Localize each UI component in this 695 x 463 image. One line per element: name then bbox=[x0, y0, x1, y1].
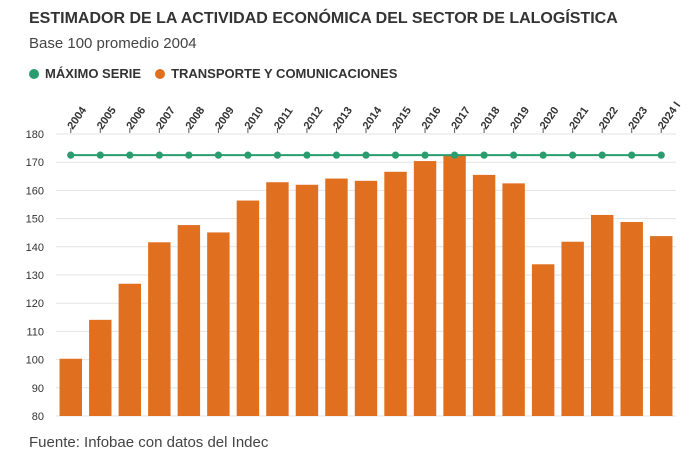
chart-title: ESTIMADOR DE LA ACTIVIDAD ECONÓMICA DEL … bbox=[29, 10, 618, 27]
bar bbox=[413, 161, 437, 416]
x-tick-label: 2023 bbox=[626, 105, 650, 132]
bar bbox=[59, 358, 82, 416]
max-series-point bbox=[657, 151, 665, 159]
x-tick-label: 2014 bbox=[361, 104, 385, 132]
bar bbox=[118, 283, 142, 416]
x-tick-label: 2022 bbox=[597, 105, 621, 132]
max-series-point bbox=[185, 151, 193, 159]
y-tick-label: 80 bbox=[32, 411, 44, 423]
bar bbox=[325, 178, 348, 416]
max-series-point bbox=[480, 151, 488, 159]
max-series-point bbox=[96, 151, 104, 159]
max-series-point bbox=[391, 151, 400, 159]
max-series-point bbox=[362, 151, 370, 159]
y-tick-label: 100 bbox=[26, 355, 44, 367]
y-tick-label: 140 bbox=[26, 242, 44, 254]
bar bbox=[650, 236, 673, 416]
max-series-point bbox=[126, 151, 134, 159]
x-tick-label: 2017 bbox=[449, 105, 473, 132]
x-tick-label: 2008 bbox=[183, 105, 207, 132]
max-series-point bbox=[214, 151, 222, 159]
max-series-point bbox=[450, 151, 459, 159]
x-tick-label: 2009 bbox=[213, 105, 237, 132]
x-tick-label: 2021 bbox=[567, 105, 591, 132]
max-series-point bbox=[421, 151, 429, 159]
x-tick-label: 2013 bbox=[331, 105, 355, 132]
y-tick-label: 180 bbox=[26, 129, 44, 141]
max-series-point bbox=[332, 151, 341, 159]
x-tick-label: 2020 bbox=[538, 105, 562, 132]
bar bbox=[236, 200, 260, 416]
legend-dot-icon bbox=[155, 68, 166, 79]
x-tick-label: 2010 bbox=[243, 105, 267, 132]
y-tick-label: 110 bbox=[26, 326, 44, 338]
x-tick-label: 2019 bbox=[508, 105, 532, 132]
legend-item-max: MÁXIMO SERIE bbox=[29, 66, 141, 81]
x-tick-label: 2018 bbox=[479, 105, 503, 132]
max-series-point bbox=[67, 151, 75, 159]
legend-label-max: MÁXIMO SERIE bbox=[45, 66, 142, 81]
x-tick-label: 2015 bbox=[390, 105, 414, 132]
max-series-point bbox=[273, 151, 282, 159]
max-series-point bbox=[155, 151, 163, 159]
max-series-point bbox=[598, 151, 606, 159]
bar bbox=[502, 183, 525, 416]
bar bbox=[266, 182, 289, 416]
max-series-point bbox=[628, 151, 636, 159]
x-tick-label: 2004 bbox=[65, 104, 89, 132]
max-series-point bbox=[569, 151, 577, 159]
y-tick-label: 150 bbox=[26, 214, 44, 226]
x-tick-label: 2024 I bbox=[656, 100, 683, 132]
x-tick-label: 2016 bbox=[420, 105, 444, 132]
y-tick-label: 120 bbox=[26, 298, 44, 310]
bar bbox=[561, 241, 584, 416]
chart-subtitle: Base 100 promedio 2004 bbox=[29, 35, 197, 52]
x-tick-label: 2011 bbox=[272, 105, 296, 131]
max-series-point bbox=[510, 151, 518, 159]
x-tick-label: 2012 bbox=[302, 105, 326, 132]
legend-item-transport: TRANSPORTE Y COMUNICACIONES bbox=[155, 66, 397, 81]
legend-label-transport: TRANSPORTE Y COMUNICACIONES bbox=[171, 66, 398, 81]
bar bbox=[354, 180, 378, 416]
bar bbox=[472, 174, 496, 416]
y-tick-label: 160 bbox=[26, 185, 44, 197]
bar bbox=[384, 171, 407, 416]
bar bbox=[177, 225, 201, 416]
bar bbox=[531, 264, 555, 416]
bar bbox=[443, 155, 466, 416]
max-series-point bbox=[303, 151, 311, 159]
x-tick-label: 2006 bbox=[124, 105, 148, 132]
bar bbox=[207, 232, 230, 416]
legend: MÁXIMO SERIE TRANSPORTE Y COMUNICACIONES bbox=[29, 66, 411, 81]
bar bbox=[620, 221, 643, 416]
max-series-point bbox=[539, 151, 547, 159]
bar bbox=[590, 214, 614, 416]
y-tick-label: 170 bbox=[26, 157, 44, 169]
x-tick-label: 2005 bbox=[95, 105, 119, 132]
legend-dot-icon bbox=[29, 68, 39, 79]
bar bbox=[295, 184, 319, 416]
y-tick-label: 130 bbox=[26, 270, 44, 282]
bar bbox=[148, 242, 171, 416]
bar bbox=[89, 319, 112, 416]
source-note: Fuente: Infobae con datos del Indec bbox=[29, 434, 269, 451]
max-series-point bbox=[244, 151, 252, 159]
y-tick-label: 90 bbox=[32, 383, 44, 395]
x-tick-label: 2007 bbox=[154, 105, 178, 132]
